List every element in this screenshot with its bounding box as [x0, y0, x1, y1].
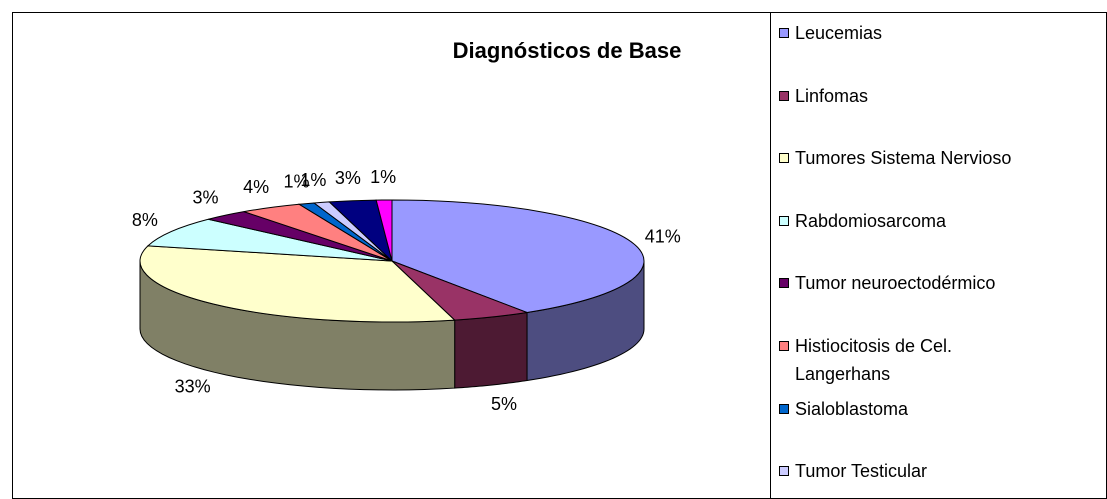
legend-label: Tumores Sistema Nervioso [795, 148, 1012, 169]
data-label: 3% [193, 187, 219, 207]
legend: Leucemias Linfomas Tumores Sistema Nervios… [771, 12, 1107, 499]
chart-title: Diagnósticos de Base [453, 38, 682, 63]
legend-item: Rabdomiosarcoma [779, 207, 946, 235]
legend-swatch [779, 90, 789, 101]
legend-item: Sialoblastoma [779, 395, 908, 423]
legend-item: Tumores Sistema Nervioso [779, 144, 1011, 172]
legend-label: Linfomas [795, 85, 869, 106]
legend-label: Rabdomiosarcoma [795, 210, 947, 231]
slice [391, 199, 645, 314]
legend-label: Tumor Testicular [795, 461, 928, 482]
legend-swatch [779, 278, 789, 289]
data-label: 1% [300, 170, 326, 190]
slice [375, 199, 393, 262]
data-label: 4% [243, 177, 269, 197]
legend-swatch [779, 153, 789, 164]
legend-item: Tumor Testicular [779, 457, 927, 485]
legend-swatch [779, 28, 789, 38]
legend-label: Histiocitosis de Cel. Langerhans [795, 336, 953, 384]
legend-swatch [779, 403, 789, 414]
legend-swatch [779, 466, 789, 477]
legend-item: Leucemias [779, 19, 882, 47]
slice [146, 218, 393, 262]
slice-side [454, 311, 528, 389]
legend-item: Histiocitosis de Cel. Langerhans [779, 332, 952, 388]
legend-item: Linfomas [779, 82, 868, 110]
pie [139, 199, 645, 391]
data-label: 1% [283, 172, 309, 192]
data-label: 33% [175, 376, 211, 396]
data-label: 8% [132, 210, 158, 230]
data-label: 1% [370, 167, 396, 187]
data-label: 3% [335, 168, 361, 188]
slice [139, 245, 456, 323]
legend-label: Tumor neuroectodérmico [795, 273, 996, 294]
legend-label: Sialoblastoma [795, 398, 909, 419]
legend-swatch [779, 341, 789, 351]
legend-label: Leucemias [795, 23, 883, 43]
data-label: 5% [491, 394, 517, 414]
legend-swatch [779, 215, 789, 226]
legend-item: Tumor neuroectodérmico [779, 269, 995, 297]
data-label: 41% [645, 227, 681, 247]
